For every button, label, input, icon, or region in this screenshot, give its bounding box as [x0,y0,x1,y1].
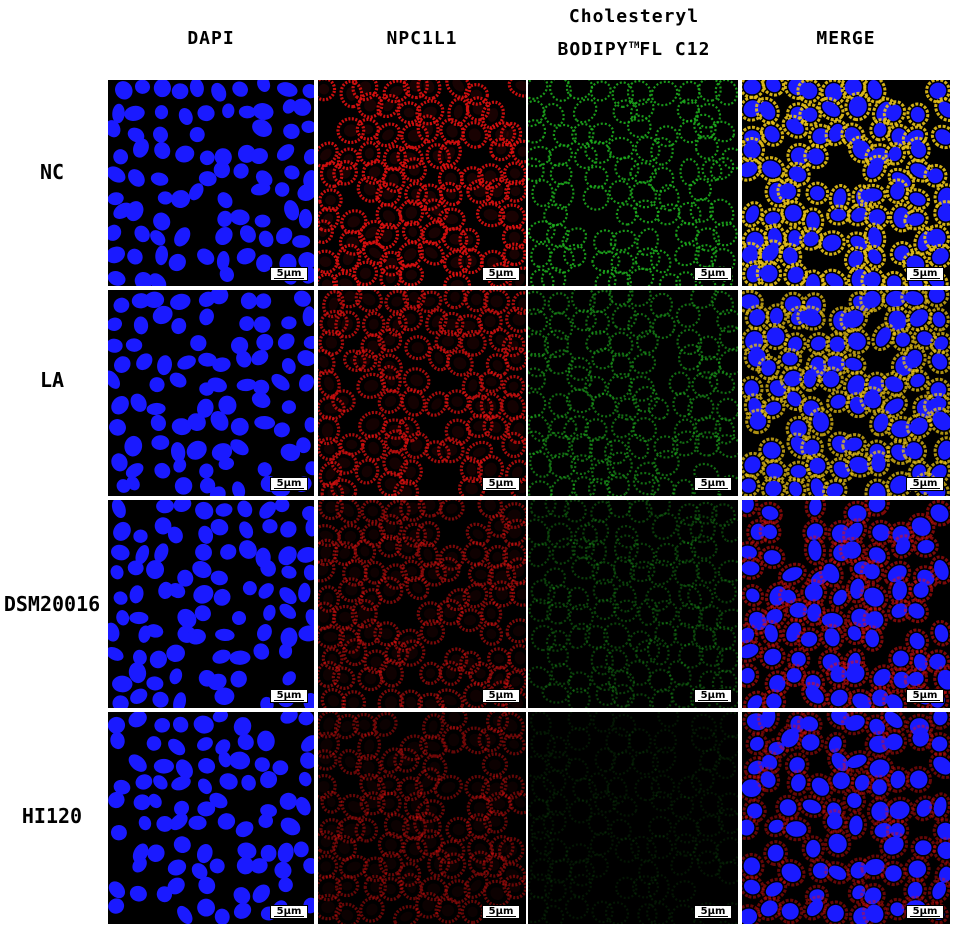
micrograph-dapi-row1: 5μm [108,80,314,286]
row-label-dsm20016: DSM20016 [3,592,101,616]
micrograph-npc1l1-row4: 5μm [318,712,526,924]
micrograph-cholesteryl-row1: 5μm [528,80,738,286]
micrograph-npc1l1-row1: 5μm [318,80,526,286]
micrograph-dapi-row3: 5μm [108,500,314,708]
micrograph-image [108,500,314,708]
row-label-nc: NC [39,160,65,184]
column-header-npc1l1: NPC1L1 [386,28,458,49]
fl-c12-text: FL C12 [639,39,711,60]
micrograph-merge-row3: 5μm [742,500,950,708]
scale-bar: 5μm [906,689,944,703]
trademark-superscript: TM [628,41,640,51]
micrograph-dapi-row2: 5μm [108,290,314,496]
micrograph-image [742,500,950,708]
column-header-cholesteryl-line2: BODIPYTMFL C12 [528,39,740,60]
row-label-hi120: HI120 [21,804,83,828]
micrograph-image [742,712,950,924]
micrograph-image [318,712,526,924]
scale-bar: 5μm [694,905,732,919]
micrograph-npc1l1-row2: 5μm [318,290,526,496]
row-label-la: LA [39,368,65,392]
scale-bar: 5μm [906,267,944,281]
micrograph-image [318,80,526,286]
micrograph-image [108,712,314,924]
scale-bar: 5μm [482,689,520,703]
micrograph-merge-row1: 5μm [742,80,950,286]
scale-bar: 5μm [482,267,520,281]
scale-bar: 5μm [270,267,308,281]
micrograph-image [528,290,738,496]
micrograph-cholesteryl-row3: 5μm [528,500,738,708]
micrograph-image [742,290,950,496]
scale-bar: 5μm [270,905,308,919]
micrograph-image [318,290,526,496]
scale-bar: 5μm [906,477,944,491]
micrograph-merge-row2: 5μm [742,290,950,496]
micrograph-npc1l1-row3: 5μm [318,500,526,708]
scale-bar: 5μm [482,477,520,491]
scale-bar: 5μm [694,477,732,491]
bodipy-text: BODIPY [557,39,629,60]
column-header-merge: MERGE [816,28,876,49]
column-header-cholesteryl-line1: Cholesteryl [568,6,700,27]
scale-bar: 5μm [482,905,520,919]
column-header-cholesteryl: Cholesteryl BODIPYTMFL C12 [528,6,740,60]
micrograph-cholesteryl-row2: 5μm [528,290,738,496]
scale-bar: 5μm [270,477,308,491]
scale-bar: 5μm [270,689,308,703]
micrograph-image [318,500,526,708]
micrograph-image [528,80,738,286]
micrograph-cholesteryl-row4: 5μm [528,712,738,924]
micrograph-dapi-row4: 5μm [108,712,314,924]
micrograph-image [742,80,950,286]
scale-bar: 5μm [906,905,944,919]
micrograph-image [108,290,314,496]
micrograph-merge-row4: 5μm [742,712,950,924]
column-header-dapi: DAPI [187,28,235,49]
micrograph-image [528,712,738,924]
scale-bar: 5μm [694,689,732,703]
micrograph-image [108,80,314,286]
micrograph-image [528,500,738,708]
scale-bar: 5μm [694,267,732,281]
